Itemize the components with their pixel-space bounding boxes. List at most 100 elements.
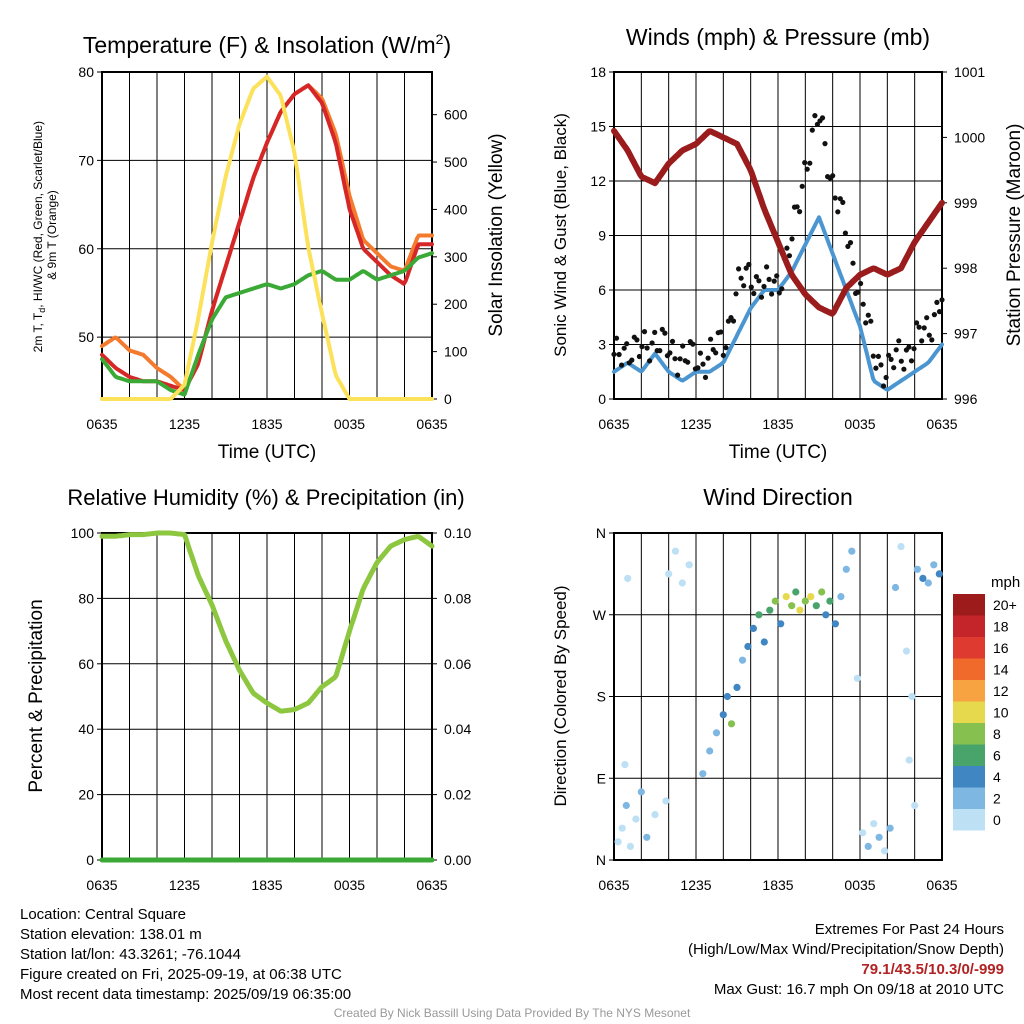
gust-point bbox=[624, 341, 630, 347]
gust-point bbox=[641, 329, 648, 335]
gust-point bbox=[855, 289, 861, 295]
direction-point bbox=[719, 711, 727, 719]
y-tick-label: 70 bbox=[78, 152, 94, 168]
gust-point bbox=[789, 236, 795, 242]
direction-point bbox=[766, 606, 774, 614]
y-tick-label: N bbox=[596, 852, 606, 868]
y-right-tick-label: 200 bbox=[444, 296, 468, 312]
x-tick-label: 0035 bbox=[844, 877, 875, 893]
direction-point bbox=[905, 756, 913, 764]
legend-swatch bbox=[953, 701, 985, 723]
gust-point bbox=[880, 383, 887, 389]
direction-point bbox=[671, 547, 680, 555]
y-tick-label: 80 bbox=[78, 590, 94, 606]
x-tick-label: 1235 bbox=[680, 877, 711, 893]
direction-point bbox=[782, 593, 790, 601]
gust-point bbox=[619, 362, 625, 368]
gust-point bbox=[924, 315, 930, 321]
gust-point bbox=[845, 243, 851, 249]
x-tick-label: 0035 bbox=[334, 416, 365, 432]
gust-point bbox=[700, 361, 706, 367]
gust-point bbox=[697, 350, 704, 356]
gust-point bbox=[863, 320, 869, 326]
gust-point bbox=[756, 278, 762, 284]
gust-point bbox=[695, 365, 701, 371]
gust-point bbox=[906, 344, 912, 350]
y-right-tick-label: 999 bbox=[954, 195, 978, 211]
x-tick-label: 0635 bbox=[86, 877, 117, 893]
extremes-subtitle: (High/Low/Max Wind/Precipitation/Snow De… bbox=[688, 941, 1004, 958]
humidity-panel: Relative Humidity (%) & Precipitation (i… bbox=[26, 485, 465, 793]
direction-point bbox=[788, 602, 796, 610]
y-right-tick-label: 400 bbox=[444, 201, 468, 217]
gust-point bbox=[936, 309, 943, 315]
direction-point bbox=[924, 579, 932, 587]
gust-point bbox=[832, 195, 838, 201]
gust-point bbox=[652, 329, 658, 335]
direction-point bbox=[812, 602, 820, 610]
x-tick-label: 1835 bbox=[251, 877, 282, 893]
x-tick-label: 0635 bbox=[86, 416, 117, 432]
gust-point bbox=[896, 338, 902, 344]
temperature-xlabel: Time (UTC) bbox=[218, 442, 317, 463]
legend-swatch bbox=[953, 809, 985, 831]
y-tick-label: E bbox=[597, 770, 606, 786]
direction-point bbox=[822, 611, 830, 619]
gust-point bbox=[685, 359, 691, 365]
gust-point bbox=[764, 264, 770, 270]
y-right-tick-label: 996 bbox=[954, 391, 978, 407]
gust-point bbox=[771, 278, 777, 284]
direction-point bbox=[864, 842, 872, 851]
temperature-ylabel-right: Solar Insolation (Yellow) bbox=[486, 133, 507, 336]
winds-panel: Winds (mph) & Pressure (mb) Time (UTC) S… bbox=[551, 24, 1024, 463]
direction-point bbox=[792, 588, 800, 596]
direction-point bbox=[777, 620, 785, 628]
y-tick-label: 0 bbox=[86, 852, 94, 868]
gust-point bbox=[934, 299, 940, 305]
direction-point bbox=[859, 829, 867, 837]
latlon-text: Station lat/lon: 43.3261; -76.1044 bbox=[20, 946, 242, 963]
gust-point bbox=[914, 320, 920, 326]
winds-ylabel: Sonic Wind & Gust (Blue, Black) bbox=[551, 113, 570, 357]
direction-point bbox=[930, 561, 938, 569]
direction-point bbox=[749, 624, 758, 633]
legend-swatch bbox=[953, 723, 985, 745]
gust-point bbox=[677, 356, 683, 362]
temperature-panel: Temperature (F) & Insolation (W/m2) Time… bbox=[31, 31, 507, 463]
gust-point bbox=[723, 345, 729, 351]
gust-point bbox=[807, 160, 813, 166]
direction-point bbox=[796, 606, 804, 614]
gust-point bbox=[898, 358, 904, 364]
gust-point bbox=[776, 290, 782, 296]
elevation-text: Station elevation: 138.01 m bbox=[20, 926, 202, 943]
series-line bbox=[611, 127, 945, 317]
gust-point bbox=[784, 245, 790, 251]
y-tick-label: 12 bbox=[590, 173, 606, 189]
y-tick-label: W bbox=[593, 607, 607, 623]
gust-point bbox=[639, 344, 645, 350]
y-tick-label: 6 bbox=[598, 282, 606, 298]
y-right-tick-label: 300 bbox=[444, 249, 468, 265]
gust-point bbox=[804, 166, 810, 172]
legend-label: 14 bbox=[993, 662, 1009, 678]
direction-point bbox=[919, 574, 927, 583]
direction-point bbox=[637, 788, 645, 796]
gust-point bbox=[718, 329, 724, 335]
gust-point bbox=[680, 343, 686, 349]
wind-direction-ylabel: Direction (Colored By Speed) bbox=[551, 585, 570, 806]
gust-point bbox=[802, 160, 808, 166]
humidity-ylabel: Percent & Precipitation bbox=[26, 599, 47, 792]
y-right-tick-label: 0.10 bbox=[444, 525, 471, 541]
x-tick-label: 0635 bbox=[926, 877, 957, 893]
legend-label: 2 bbox=[993, 791, 1001, 807]
gust-point bbox=[672, 356, 678, 362]
series-line bbox=[100, 74, 434, 401]
series-line bbox=[100, 251, 434, 397]
y-tick-label: 15 bbox=[590, 119, 606, 135]
y-right-tick-label: 1000 bbox=[954, 129, 985, 145]
direction-point bbox=[699, 770, 707, 778]
y-right-tick-label: 997 bbox=[954, 326, 978, 342]
x-tick-label: 1235 bbox=[169, 877, 200, 893]
gust-point bbox=[720, 352, 726, 358]
gust-point bbox=[939, 297, 945, 303]
